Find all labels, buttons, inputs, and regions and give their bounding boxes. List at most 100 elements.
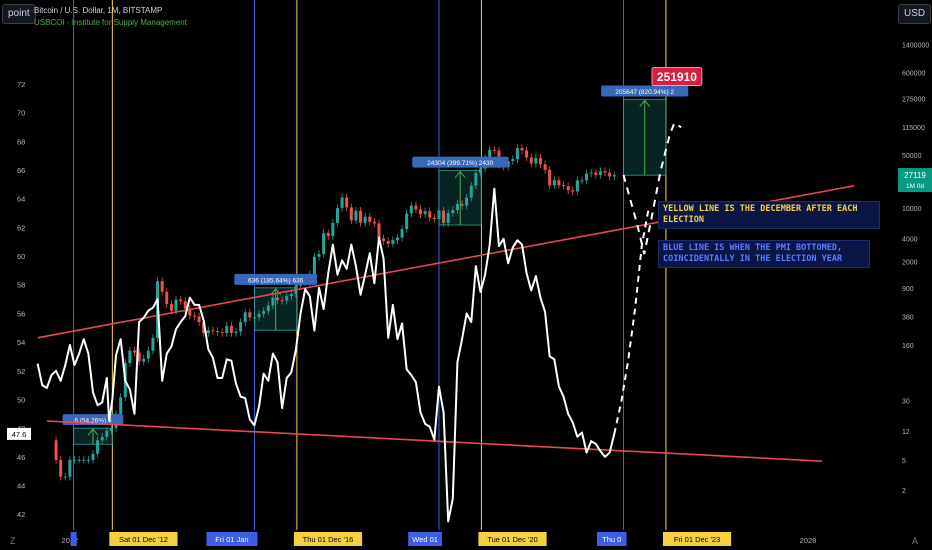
candle-body [146,350,150,359]
candle-body [580,180,584,182]
right-axis-tick: 10000 [902,206,922,213]
candle-body [455,204,459,211]
blue-line-note-line-1: BLUE LINE IS WHEN THE PMI BOTTOMED, [663,243,843,253]
candle-body [349,207,353,221]
candle-body [488,149,492,159]
candle-body [77,459,81,461]
candle-body [538,157,542,165]
measure-label: 24304 (399.71%) 2430 [427,160,494,167]
auto-scale-icon[interactable]: A [912,536,919,546]
candle-body [552,180,556,186]
candle-body [386,241,390,244]
left-axis-tick: 60 [17,252,25,261]
candle-body [151,337,155,351]
candle-body [446,213,450,223]
left-axis-tick: 72 [17,80,25,89]
measure-label: 636 (185.64%) 636 [248,277,304,284]
candle-body [469,185,473,198]
candle-body [239,322,243,332]
candle-body [105,430,109,437]
candle-body [197,316,201,323]
candle-body [594,172,598,175]
candle-body [91,453,95,460]
candle-body [428,211,432,218]
candle-body [511,159,515,161]
candle-body [419,209,423,215]
candle-body [317,253,321,257]
candle-body [54,440,58,460]
candle-body [335,208,339,223]
left-axis-tick: 58 [17,281,25,290]
target-price-label: 251910 [657,70,697,84]
yellow-line-note: YELLOW LINE IS THE DECEMBER AFTER EACH E… [658,201,880,229]
left-axis-tick: 44 [17,482,25,491]
candle-body [229,325,233,334]
zoom-icon[interactable]: Z [10,536,16,546]
symbol-title[interactable]: Bitcoin / U.S. Dollar, 1M, BITSTAMP [34,6,163,15]
candle-body [174,299,178,311]
candle-body [271,297,275,306]
candle-body [395,237,399,241]
pmi-projection-line [613,207,650,435]
candle-body [571,190,575,192]
candle-body [276,297,280,301]
candle-body [202,322,206,334]
candle-body [211,330,215,332]
candle-body [322,233,326,254]
x-axis-date-label: Thu 01 Dec '16 [303,535,354,544]
right-axis-tick: 12 [902,429,910,436]
left-axis-tick: 54 [17,338,25,347]
candle-body [225,325,229,334]
x-axis-date-badge [662,532,732,546]
candle-body [289,294,293,297]
right-axis-tick: 115000 [902,125,925,132]
candle-body [525,150,529,158]
candle-body [377,223,381,239]
candle-body [183,301,187,309]
measure-label-bg [412,156,509,168]
pmi-series-line [36,187,616,523]
candle-body [142,358,146,362]
pmi-series-label[interactable]: USBCOI - Institute for Supply Management [34,18,187,27]
measure-label-bg [601,85,689,97]
candle-body [312,256,316,275]
candle-body [243,312,247,323]
point-scale-button[interactable]: point [2,4,36,24]
candle-body [119,397,123,414]
candle-body [206,330,210,334]
x-axis-date-label: Fri 01 Jan [215,535,248,544]
candle-body [423,211,427,215]
candle-body [562,185,566,187]
candle-body [575,180,579,192]
candle-body [73,459,77,461]
left-axis-tick: 64 [17,195,25,204]
candle-body [414,205,418,210]
candle-body [68,459,72,477]
candle-body [608,172,612,177]
candle-body [128,350,132,363]
candle-body [372,221,376,224]
candle-body [460,204,464,206]
blue-line-note: BLUE LINE IS WHEN THE PMI BOTTOMED, COIN… [658,240,870,268]
candle-body [169,304,173,311]
candle-body [451,210,455,214]
x-axis-date-badge [408,532,442,546]
right-axis-tick: 900 [902,286,914,293]
right-axis-tick: 2 [902,488,906,495]
x-axis-date-badge [293,532,363,546]
left-axis-tick: 42 [17,510,25,519]
currency-button[interactable]: USD [898,4,932,24]
candle-body [96,440,100,454]
left-axis-tick: 70 [17,109,25,118]
right-axis-tick: 4000 [902,236,918,243]
measure-arrow-head [454,170,466,178]
candle-body [534,157,538,164]
candle-body [248,312,252,318]
left-axis-tick: 62 [17,223,25,232]
candle-body [280,300,284,302]
right-axis-tick: 2000 [902,259,918,266]
right-axis-tick: 1400000 [902,42,929,49]
price-badge [898,168,932,193]
